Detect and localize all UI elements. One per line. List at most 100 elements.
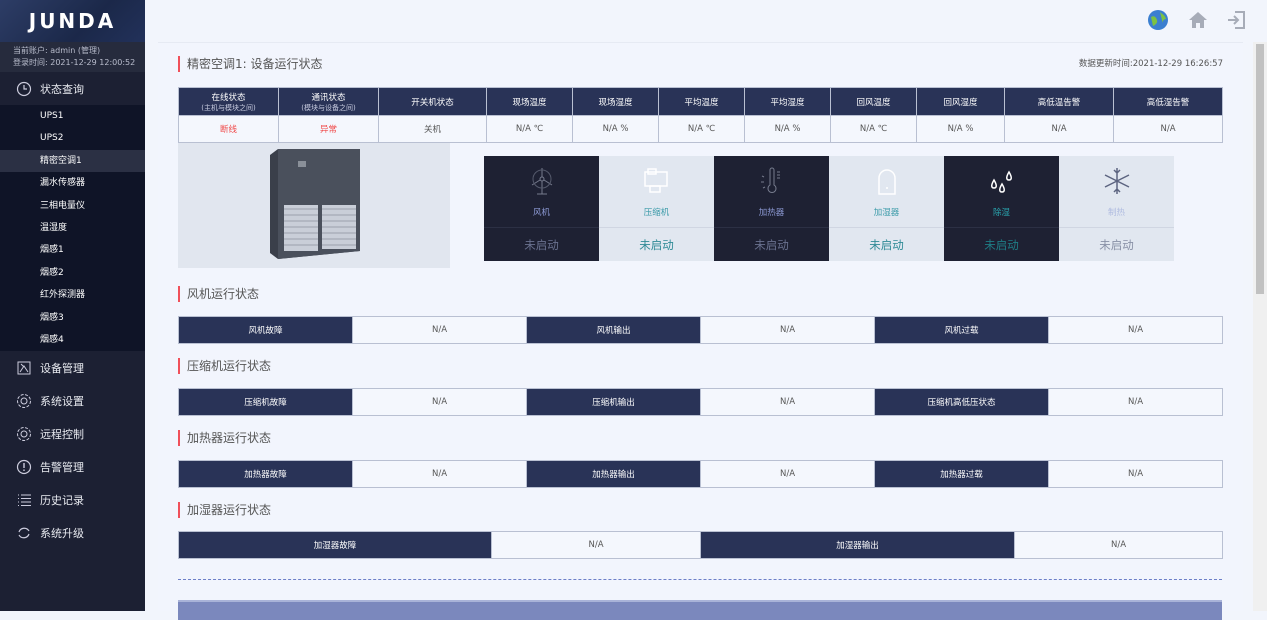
field-value: N/A — [1014, 531, 1223, 559]
field-value: N/A — [1048, 316, 1223, 344]
nav-label: 系统升级 — [40, 526, 84, 540]
device-icon — [16, 360, 32, 376]
divider — [178, 579, 1222, 580]
section-table: 加热器故障 N/A 加热器输出 N/A 加热器过载 N/A — [178, 460, 1223, 488]
field-label: 风机故障 — [178, 316, 353, 344]
tile-status: 未启动 — [524, 237, 559, 252]
section-table: 风机故障 N/A 风机输出 N/A 风机过载 N/A — [178, 316, 1223, 344]
header-label: 现场湿度 — [598, 97, 633, 108]
status-value: 异常 — [278, 115, 379, 143]
alert-icon — [16, 459, 32, 475]
section-title: 加湿器运行状态 — [178, 502, 271, 518]
sidebar-item-10[interactable]: 烟感4 — [40, 334, 64, 345]
status-header: 平均湿度 — [744, 87, 831, 116]
tile-header: 制热 — [1059, 156, 1174, 228]
field-value: N/A — [700, 388, 875, 416]
current-user: 当前账户: admin (管理) — [13, 46, 101, 55]
nav-item-3[interactable]: 告警管理 — [0, 450, 145, 483]
header-label: 高低温告警 — [1037, 97, 1081, 108]
sidebar-item-3[interactable]: 漏水传感器 — [40, 178, 86, 189]
tile-snowflake: 制热 未启动 — [1059, 156, 1174, 261]
section-title: 加热器运行状态 — [178, 430, 271, 446]
globe-icon[interactable] — [1147, 9, 1169, 31]
field-label: 加湿器故障 — [178, 531, 492, 559]
status-header: 回风温度 — [830, 87, 917, 116]
header-label: 回风温度 — [856, 97, 891, 108]
field-value: N/A — [491, 531, 701, 559]
scrollbar-thumb[interactable] — [1256, 44, 1264, 294]
nav-item-1[interactable]: 系统设置 — [0, 384, 145, 417]
sidebar-item-1[interactable]: UPS2 — [40, 133, 64, 144]
tile-compressor: 压缩机 未启动 — [599, 156, 714, 261]
sidebar-item-8[interactable]: 红外探测器 — [40, 290, 86, 301]
tile-dehumidify: 除湿 未启动 — [944, 156, 1059, 261]
section-table: 加湿器故障 N/A 加湿器输出 N/A — [178, 531, 1223, 559]
nav-item-0[interactable]: 设备管理 — [0, 351, 145, 384]
field-label: 加热器过载 — [874, 460, 1049, 488]
home-icon[interactable] — [1187, 9, 1209, 31]
status-value: N/A % — [744, 115, 831, 143]
nav-status-query[interactable]: 状态查询 — [0, 72, 145, 105]
header-label: 平均温度 — [684, 97, 719, 108]
sidebar-item-9[interactable]: 烟感3 — [40, 312, 64, 323]
field-label: 压缩机输出 — [526, 388, 701, 416]
header-label: 高低湿告警 — [1146, 97, 1190, 108]
tile-name: 除湿 — [992, 207, 1010, 218]
tile-status: 未启动 — [754, 237, 789, 252]
status-value: N/A % — [572, 115, 659, 143]
nav-item-2[interactable]: 远程控制 — [0, 417, 145, 450]
compressor-icon — [642, 166, 672, 200]
login-time: 登录时间: 2021-12-29 12:00:52 — [13, 58, 136, 67]
section-title: 风机运行状态 — [178, 286, 259, 302]
field-value: N/A — [352, 460, 527, 488]
nav-item-4[interactable]: 历史记录 — [0, 483, 145, 516]
air-conditioner-image — [270, 149, 360, 259]
update-time: 数据更新时间:2021-12-29 16:26:57 — [1078, 59, 1223, 69]
tile-status: 未启动 — [869, 237, 904, 252]
tile-name: 加湿器 — [873, 207, 900, 218]
field-label: 压缩机高低压状态 — [874, 388, 1049, 416]
top-bar — [145, 0, 1267, 40]
refresh-icon — [16, 525, 32, 541]
tile-header: 除湿 — [944, 156, 1059, 228]
nav-item-5[interactable]: 系统升级 — [0, 516, 145, 549]
logout-icon[interactable] — [1226, 9, 1248, 31]
sidebar-item-7[interactable]: 烟感2 — [40, 267, 64, 278]
sidebar-item-4[interactable]: 三相电量仪 — [40, 200, 86, 211]
status-header: 现场温度 — [486, 87, 573, 116]
nav-label: 远程控制 — [40, 427, 84, 441]
status-value: N/A — [1004, 115, 1114, 143]
field-label: 加热器故障 — [178, 460, 353, 488]
tile-heater: 加热器 未启动 — [714, 156, 829, 261]
field-value: N/A — [352, 316, 527, 344]
tile-header: 压缩机 — [599, 156, 714, 228]
logo: JUNDA — [0, 0, 145, 42]
clock-icon — [16, 81, 32, 97]
sidebar-item-0[interactable]: UPS1 — [40, 111, 64, 121]
account-info: 当前账户: admin (管理) 登录时间: 2021-12-29 12:00:… — [0, 42, 145, 72]
header-label: 通讯状态 — [311, 92, 346, 103]
status-value: N/A ℃ — [830, 115, 917, 143]
tile-header: 风机 — [484, 156, 599, 228]
field-value: N/A — [352, 388, 527, 416]
sidebar-item-2[interactable]: 精密空调1 — [0, 149, 145, 173]
sidebar-item-6[interactable]: 烟感1 — [40, 245, 64, 256]
tile-fan: 风机 未启动 — [484, 156, 599, 261]
status-header: 回风湿度 — [916, 87, 1005, 116]
scrollbar[interactable] — [1253, 42, 1267, 611]
device-image — [178, 143, 450, 268]
header-label: 平均湿度 — [770, 97, 805, 108]
tile-name: 加热器 — [758, 207, 785, 218]
section-title: 压缩机运行状态 — [178, 358, 271, 374]
status-header: 在线状态 (主机与模块之间) — [178, 87, 279, 116]
content-panel: 精密空调1: 设备运行状态 数据更新时间:2021-12-29 16:26:57… — [158, 42, 1243, 620]
tile-status: 未启动 — [984, 237, 1019, 252]
status-header: 通讯状态 (模块与设备之间) — [278, 87, 379, 116]
status-value: N/A — [1113, 115, 1223, 143]
next-section-header — [178, 600, 1222, 620]
status-value: 断线 — [178, 115, 279, 143]
header-label: 在线状态 — [211, 92, 246, 103]
sidebar-item-5[interactable]: 温湿度 — [40, 222, 68, 233]
page-title: 精密空调1: 设备运行状态 — [178, 56, 323, 72]
component-tiles: 风机 未启动 压缩机 未启动 加热器 未启动 加湿器 未启动 除湿 未启动 制热 未启动 — [484, 156, 1174, 261]
